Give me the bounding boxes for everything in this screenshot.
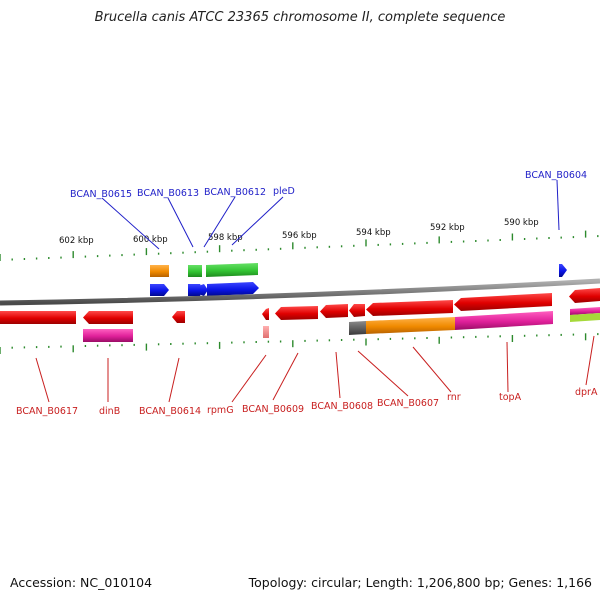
cog-box — [188, 265, 202, 277]
map-title: Brucella canis ATCC 23365 chromosome II,… — [94, 10, 506, 25]
gene-arrow-pleD[interactable] — [207, 282, 259, 296]
gene-label-BCAN_B0615[interactable]: BCAN_B0615 — [70, 189, 132, 200]
gene-arrow-dprA[interactable] — [569, 288, 600, 303]
gene-label-BCAN_B0614[interactable]: BCAN_B0614 — [139, 406, 201, 417]
cog-box — [366, 317, 455, 334]
scale-ticks-outer — [0, 230, 599, 261]
gene-label-rnr[interactable]: rnr — [447, 392, 461, 403]
gene-label-pleD[interactable]: pleD — [273, 186, 295, 197]
reverse-genes — [0, 288, 600, 324]
gene-label-BCAN_B0608[interactable]: BCAN_B0608 — [311, 401, 373, 412]
gene-label-rpmG[interactable]: rpmG — [207, 405, 234, 416]
scale-label: 592 kbp — [430, 223, 465, 233]
accession-text: Accession: NC_010104 — [10, 575, 153, 590]
cog-track-forward — [150, 263, 258, 277]
cog-track-reverse — [83, 307, 600, 342]
scale-label: 602 kbp — [59, 236, 94, 246]
scale-label: 600 kbp — [133, 235, 168, 245]
cog-box — [570, 313, 600, 322]
cog-box — [206, 263, 258, 277]
genome-summary-text: Topology: circular; Length: 1,206,800 bp… — [248, 575, 592, 590]
gene-arrow-topA[interactable] — [454, 293, 552, 311]
cog-box — [150, 265, 169, 277]
cog-box — [455, 311, 553, 330]
gene-arrow-rnr[interactable] — [366, 300, 453, 316]
gene-label-BCAN_B0612[interactable]: BCAN_B0612 — [204, 187, 266, 198]
top-gene-labels: BCAN_B0615 BCAN_B0613 BCAN_B0612 pleD BC… — [70, 170, 587, 200]
bottom-leader-lines — [35, 335, 595, 403]
gene-arrow-BCAN_B0607[interactable] — [349, 304, 365, 317]
scale-label: 596 kbp — [282, 231, 317, 241]
gene-label-BCAN_B0607[interactable]: BCAN_B0607 — [377, 398, 439, 409]
gene-arrow-BCAN_B0613[interactable] — [188, 284, 204, 296]
bottom-gene-labels: BCAN_B0617 dinB BCAN_B0614 rpmG BCAN_B06… — [16, 387, 598, 417]
gene-arrow-BCAN_B0615[interactable] — [150, 284, 169, 296]
cog-box — [263, 326, 269, 338]
gene-label-BCAN_B0613[interactable]: BCAN_B0613 — [137, 188, 199, 199]
gene-arrow-rpmG[interactable] — [262, 308, 269, 320]
gene-arrow-BCAN_B0604[interactable] — [559, 264, 567, 277]
cog-box — [349, 321, 366, 335]
forward-genes — [150, 264, 567, 296]
scale-label: 598 kbp — [208, 233, 243, 243]
gene-arrow-small[interactable] — [201, 284, 208, 296]
scale-labels: 602 kbp 600 kbp 598 kbp 596 kbp 594 kbp … — [59, 218, 539, 246]
gene-arrow-dinB[interactable] — [83, 311, 133, 324]
scale-ticks-inner — [0, 333, 599, 354]
gene-label-topA[interactable]: topA — [499, 392, 522, 403]
scale-label: 594 kbp — [356, 228, 391, 238]
gene-label-BCAN_B0609[interactable]: BCAN_B0609 — [242, 404, 304, 415]
gene-label-dprA[interactable]: dprA — [575, 387, 598, 398]
gene-label-BCAN_B0604[interactable]: BCAN_B0604 — [525, 170, 587, 181]
top-leader-lines — [101, 179, 560, 250]
cog-box — [570, 307, 600, 315]
gene-label-dinB[interactable]: dinB — [99, 406, 120, 417]
gene-arrow-BCAN_B0609[interactable] — [275, 306, 318, 320]
genome-backbone — [0, 278, 600, 306]
gene-arrow-BCAN_B0614[interactable] — [172, 311, 185, 323]
cog-box — [83, 329, 133, 342]
gene-arrow-BCAN_B0617[interactable] — [0, 311, 76, 324]
gene-label-BCAN_B0617[interactable]: BCAN_B0617 — [16, 406, 78, 417]
scale-label: 590 kbp — [504, 218, 539, 228]
gene-arrow-BCAN_B0608[interactable] — [320, 304, 348, 318]
